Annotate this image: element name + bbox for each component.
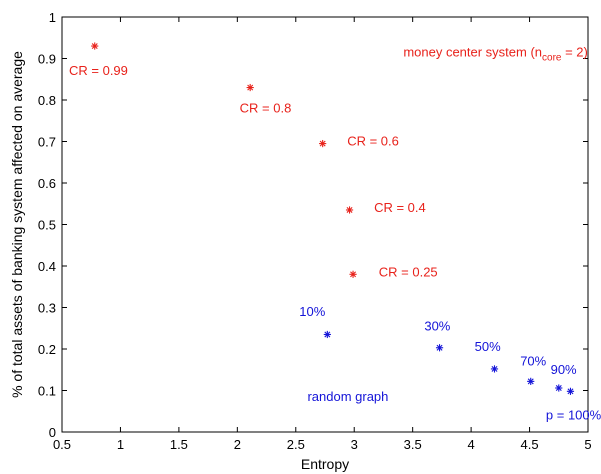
y-tick-label: 0.3 (38, 301, 56, 316)
y-tick-label: 1 (49, 10, 56, 25)
system-label-subscript: core (542, 52, 562, 63)
x-axis-label: Entropy (301, 456, 349, 472)
y-axis-label: % of total assets of banking system affe… (9, 51, 25, 398)
y-axis: 0 0.1 0.2 0.3 0.4 0.5 0.6 0.7 0.8 0.9 1 (38, 10, 588, 440)
data-points (91, 42, 575, 395)
x-tick-label: 3 (351, 437, 358, 452)
x-tick-label: 5 (584, 437, 591, 452)
annotation-label: 10% (299, 304, 325, 319)
annotation-label: p = 100% (546, 408, 601, 423)
annotation-label: CR = 0.4 (374, 200, 426, 215)
x-tick-label: 2 (234, 437, 241, 452)
data-point (349, 270, 357, 278)
annotation-label: CR = 0.6 (347, 134, 399, 149)
x-tick-label: 3.5 (404, 437, 422, 452)
data-point (319, 139, 327, 148)
y-tick-label: 0.4 (38, 259, 56, 274)
system-label-prefix: money center system (n (403, 44, 542, 59)
annotation-label: 70% (520, 354, 546, 369)
data-point (345, 206, 354, 214)
annotation-label: 90% (551, 362, 577, 377)
y-tick-label: 0.8 (38, 93, 56, 108)
x-tick-label: 4 (467, 437, 474, 452)
data-point (490, 365, 499, 373)
data-point (246, 83, 254, 92)
plot-area (61, 16, 589, 433)
data-point (566, 387, 575, 395)
data-point (323, 330, 331, 339)
data-point (527, 377, 535, 385)
y-tick-label: 0.9 (38, 52, 56, 67)
x-tick-label: 1 (117, 437, 124, 452)
annotation-label: 30% (424, 318, 450, 333)
y-tick-label: 0.7 (38, 135, 56, 150)
y-tick-label: 0 (49, 425, 56, 440)
data-point (91, 42, 99, 50)
y-tick-label: 0.6 (38, 176, 56, 191)
annotation-label: CR = 0.8 (240, 100, 292, 115)
x-tick-label: 0.5 (53, 437, 71, 452)
system-label-suffix: = 2) (561, 44, 587, 59)
y-tick-label: 0.1 (38, 384, 56, 399)
x-axis: 0.5 1 1.5 2 2.5 3 3.5 4 4.5 5 (53, 17, 592, 452)
money-center-system-label: money center system (ncore = 2) (403, 44, 588, 63)
annotation-label: CR = 0.99 (69, 63, 128, 78)
y-tick-label: 0.5 (38, 218, 56, 233)
x-tick-label: 4.5 (521, 437, 539, 452)
data-point (555, 384, 563, 392)
x-tick-label: 1.5 (170, 437, 188, 452)
annotation-label: CR = 0.25 (379, 264, 438, 279)
x-tick-label: 2.5 (287, 437, 305, 452)
data-point (435, 344, 444, 352)
annotation-label: 50% (475, 339, 501, 354)
y-tick-label: 0.2 (38, 342, 56, 357)
annotations: CR = 0.99 CR = 0.8 CR = 0.6 CR = 0.4 CR = 0.… (69, 63, 601, 422)
annotation-label: random graph (307, 389, 388, 404)
